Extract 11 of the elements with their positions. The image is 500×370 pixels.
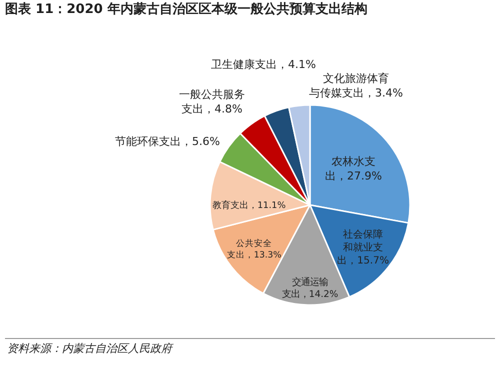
slice-label: 社会保障和就业支出，15.7% xyxy=(337,228,389,267)
slice-label: 卫生健康支出，4.1% xyxy=(211,58,316,71)
chart-title: 图表 11：2020 年内蒙古自治区区本级一般公共预算支出结构 xyxy=(5,0,368,17)
slice-label: 一般公共服务支出，4.8% xyxy=(179,88,245,116)
slice-label: 交通运输支出，14.2% xyxy=(282,277,338,300)
slice-label: 公共安全支出，13.3% xyxy=(226,238,282,260)
slice-label: 农林水支出，27.9% xyxy=(324,155,382,182)
slice-label: 文化旅游体育与传媒支出，3.4% xyxy=(309,72,403,100)
text: 资料来源：内蒙古自治区人民政府 xyxy=(7,342,174,355)
slice-label: 教育支出，11.1% xyxy=(212,200,286,211)
slice-label: 节能环保支出，5.6% xyxy=(115,135,220,148)
